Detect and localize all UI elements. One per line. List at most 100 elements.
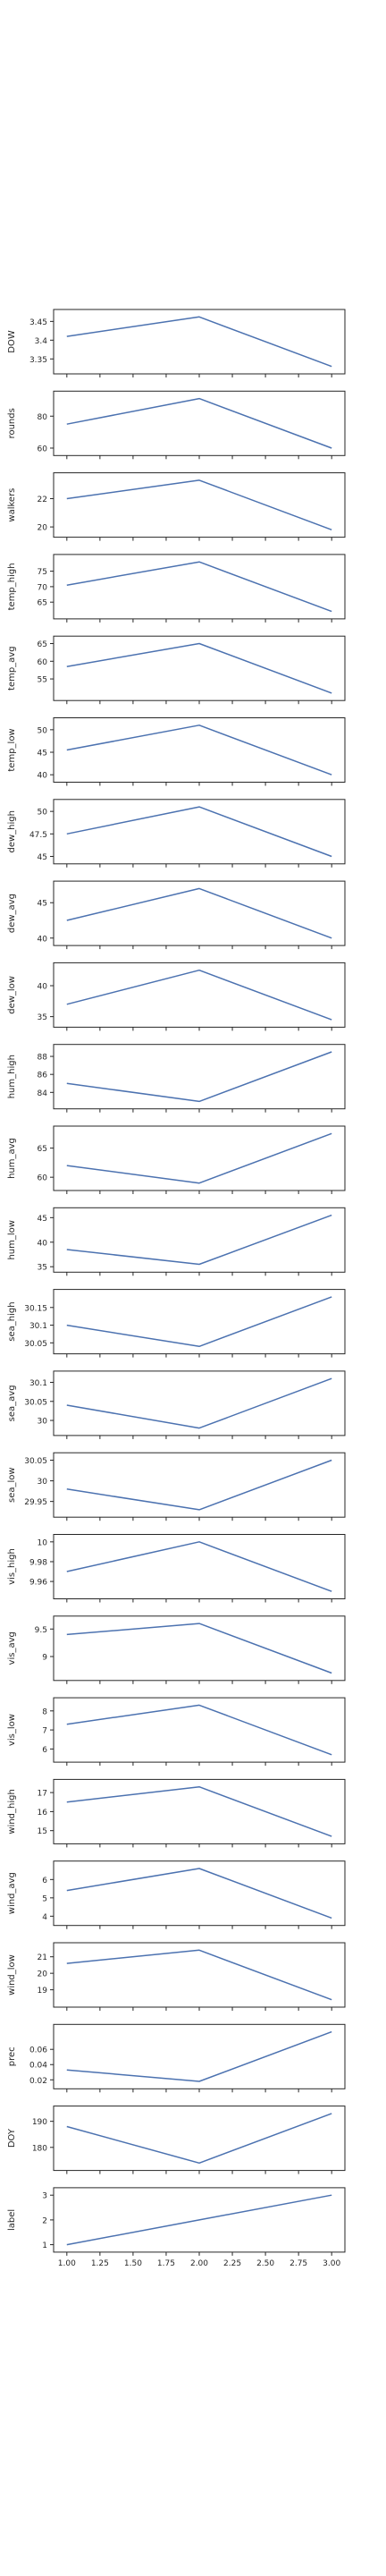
y-tick-label: 0.06: [29, 2046, 47, 2055]
subplot-wind_avg: 4 5 6 wind_avg: [7, 1860, 346, 1929]
y-tick-label: 30.15: [24, 1304, 47, 1313]
y-axis-label: rounds: [7, 408, 17, 438]
subplot-hum_low: 35 40 45 hum_low: [7, 1207, 346, 1276]
y-tick-label: 20: [38, 524, 48, 533]
series-line-dew_avg: [66, 887, 332, 939]
y-axis-label: vis_low: [7, 1714, 17, 1746]
y-tick-label: 65: [38, 599, 47, 608]
subplot-dew_high: 45 47.5 50 dew_high: [7, 799, 346, 868]
subplot-vis_low: 6 7 8 vis_low: [7, 1697, 346, 1767]
x-tick-label: 1.75: [157, 2259, 175, 2268]
series-line-walkers: [66, 479, 332, 531]
y-tick-label: 9: [42, 1654, 47, 1663]
y-tick-label: 75: [38, 568, 47, 577]
axes-frame: [53, 472, 346, 538]
y-tick-label: 6: [42, 1877, 47, 1885]
y-tick-label: 0.02: [29, 2077, 47, 2086]
x-tick-label: 2.75: [290, 2259, 307, 2268]
axes-frame: [53, 1289, 346, 1355]
subplot-vis_avg: 9 9.5 vis_avg: [7, 1615, 346, 1684]
y-tick-label: 29.95: [24, 1498, 47, 1507]
y-tick-label: 40: [38, 1239, 48, 1248]
subplot-hum_high: 84 86 88 hum_high: [7, 1044, 346, 1113]
y-tick-label: 60: [38, 658, 48, 667]
subplot-vis_high: 9.96 9.98 10 vis_high: [7, 1534, 346, 1603]
y-tick-label: 45: [38, 853, 47, 862]
axes-frame: [53, 1370, 346, 1436]
axes-frame: [53, 554, 346, 620]
subplot-label: 1 2 3 1.00 1.25 1.50 1.75 2.00 2.25 2.50 2.75 3.00 l…: [7, 2187, 346, 2268]
series-line-label: [66, 2194, 332, 2246]
y-tick-label: 0.04: [29, 2062, 47, 2071]
y-tick-label: 3.35: [29, 356, 47, 365]
axes-frame: [53, 799, 346, 865]
y-tick-label: 30.05: [24, 1340, 47, 1349]
y-tick-label: 30.05: [24, 1457, 47, 1466]
y-tick-label: 3: [42, 2192, 47, 2201]
y-tick-label: 55: [38, 676, 47, 685]
subplot-hum_avg: 60 65 hum_avg: [7, 1125, 346, 1194]
y-tick-label: 30.1: [29, 1379, 47, 1388]
axes-frame: [53, 1615, 346, 1682]
y-tick-label: 1: [42, 2241, 47, 2250]
subplot-sea_high: 30.05 30.1 30.15 sea_high: [7, 1289, 346, 1358]
x-tick-label: 1.25: [91, 2259, 109, 2268]
y-tick-label: 35: [38, 1264, 47, 1273]
subplot-DOW: 3.35 3.4 3.45 DOW: [7, 309, 346, 377]
axes-frame: [53, 1778, 346, 1844]
series-line-vis_low: [66, 1704, 332, 1756]
subplot-temp_avg: 55 60 65 temp_avg: [7, 635, 346, 705]
series-line-sea_high: [66, 1296, 332, 1348]
series-line-wind_high: [66, 1785, 332, 1837]
y-tick-label: 16: [38, 1809, 48, 1818]
subplot-rounds: 60 80 rounds: [7, 390, 346, 460]
y-axis-label: wind_avg: [7, 1872, 17, 1914]
axes-frame: [53, 1860, 346, 1927]
subplot-temp_high: 65 70 75 temp_high: [7, 554, 346, 623]
y-axis-label: temp_avg: [7, 646, 17, 691]
subplot-temp_low: 40 45 50 temp_low: [7, 717, 346, 786]
y-tick-label: 45: [38, 900, 47, 909]
x-tick-label: 1.00: [58, 2259, 76, 2268]
y-axis-label: temp_low: [7, 728, 17, 771]
y-tick-label: 65: [38, 640, 47, 649]
y-tick-label: 30: [38, 1418, 48, 1427]
x-tick-label: 1.50: [124, 2259, 142, 2268]
series-line-temp_high: [66, 561, 332, 613]
series-line-DOW: [66, 316, 332, 368]
y-axis-label: sea_low: [7, 1467, 17, 1503]
x-tick-label: 3.00: [323, 2259, 340, 2268]
series-line-temp_avg: [66, 642, 332, 694]
y-tick-label: 4: [42, 1913, 47, 1922]
series-line-dew_low: [66, 969, 332, 1021]
axes-frame: [53, 1534, 346, 1599]
y-axis-label: hum_high: [7, 1055, 17, 1098]
axes-frame: [53, 1044, 346, 1110]
axes-frame: [53, 635, 346, 701]
y-axis-label: hum_avg: [7, 1138, 17, 1179]
y-tick-label: 19: [38, 1987, 48, 1996]
axes-frame: [53, 309, 346, 375]
y-tick-label: 40: [38, 935, 48, 944]
y-tick-label: 65: [38, 1145, 47, 1154]
y-axis-label: vis_high: [7, 1548, 17, 1585]
y-axis-label: walkers: [7, 488, 17, 522]
subplot-DOY: 180 190 DOY: [7, 2106, 346, 2174]
y-axis-label: wind_low: [7, 1954, 17, 1996]
y-tick-label: 30.05: [24, 1398, 47, 1407]
y-tick-label: 70: [38, 583, 48, 592]
y-axis-label: sea_avg: [7, 1385, 17, 1421]
y-axis-label: temp_high: [7, 563, 17, 610]
y-axis-label: hum_low: [7, 1220, 17, 1260]
series-line-hum_high: [66, 1051, 332, 1103]
y-tick-label: 8: [42, 1707, 47, 1716]
y-tick-label: 20: [38, 1970, 48, 1979]
y-axis-label: dew_avg: [7, 894, 17, 933]
y-tick-label: 88: [38, 1054, 48, 1063]
y-tick-label: 9.98: [29, 1558, 47, 1567]
series-line-vis_high: [66, 1541, 332, 1592]
y-tick-label: 3.45: [29, 318, 47, 327]
subplot-wind_high: 15 16 17 wind_high: [7, 1778, 346, 1848]
y-tick-label: 45: [38, 1215, 47, 1224]
y-axis-label: DOY: [7, 2128, 17, 2148]
